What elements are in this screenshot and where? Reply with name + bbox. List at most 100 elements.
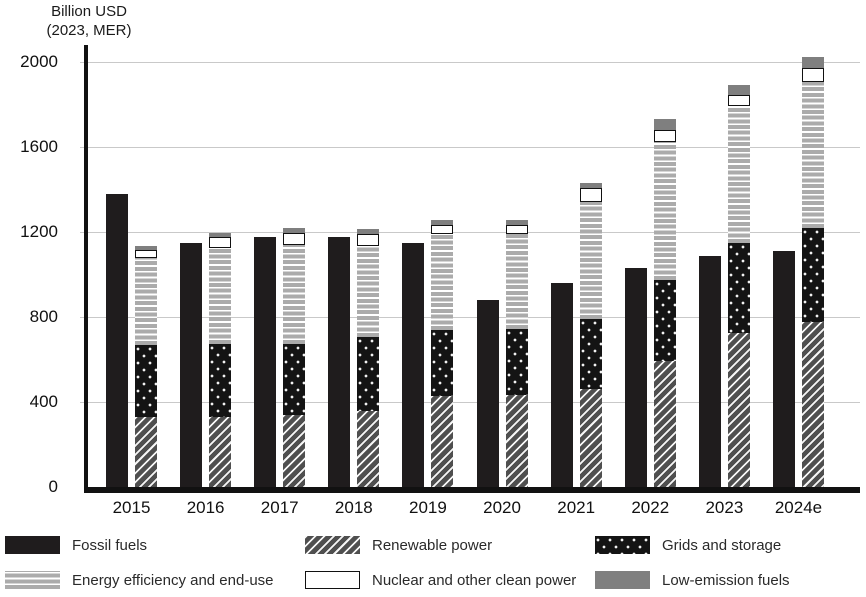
bar-group-2021 <box>550 183 602 487</box>
segment-low_emission-2015 <box>135 245 157 251</box>
legend-item-renewable: Renewable power <box>305 534 595 556</box>
segment-low_emission-2021 <box>579 183 602 189</box>
bar-clean-stack-2016 <box>209 233 232 487</box>
x-tick-label-2024e: 2024e <box>774 498 823 517</box>
segment-efficiency-2021 <box>579 202 602 320</box>
bar-fossil-2019 <box>402 242 425 487</box>
y-axis-tick-labels: 0 400 800 1200 1600 2000 <box>0 43 84 496</box>
x-tick-label-2023: 2023 <box>705 498 744 517</box>
y-axis-title-line2: (2023, MER) <box>46 22 132 39</box>
segment-efficiency-2018 <box>357 245 380 338</box>
x-tick-label-2016: 2016 <box>186 498 225 517</box>
x-tick-label-2015: 2015 <box>112 498 151 517</box>
segment-low_emission-2018 <box>357 228 380 235</box>
segment-grids-2023 <box>727 242 750 333</box>
segment-low_emission-2022 <box>653 119 676 130</box>
segment-nuclear-2023 <box>727 94 750 106</box>
gridline-1200 <box>80 232 860 233</box>
segment-grids-2024e <box>801 227 824 323</box>
bar-clean-stack-2024e <box>801 56 824 487</box>
gridline-400 <box>80 402 860 403</box>
bar-group-2020 <box>476 220 528 487</box>
segment-low_emission-2024e <box>801 56 824 69</box>
x-tick-label-2021: 2021 <box>557 498 596 517</box>
segment-efficiency-2022 <box>653 141 676 280</box>
segment-grids-2020 <box>505 328 528 395</box>
legend-swatch-renewable <box>305 536 360 554</box>
bar-group-2017 <box>254 227 306 487</box>
segment-efficiency-2017 <box>283 244 306 344</box>
bar-fossil-2018 <box>328 237 351 487</box>
segment-nuclear-2020 <box>505 224 528 235</box>
segment-renewable-2015 <box>135 416 157 487</box>
segment-low_emission-2016 <box>209 233 232 238</box>
bar-fossil-2017 <box>254 237 277 487</box>
bar-fossil-2015 <box>106 193 128 487</box>
legend-label-fossil: Fossil fuels <box>72 536 148 554</box>
segment-renewable-2016 <box>209 416 232 487</box>
legend-swatch-grids <box>595 536 650 554</box>
segment-efficiency-2016 <box>209 247 232 344</box>
legend-item-fossil: Fossil fuels <box>5 534 305 556</box>
plot-area <box>80 43 860 493</box>
gridline-2000 <box>80 62 860 63</box>
bar-group-2018 <box>328 228 380 487</box>
segment-nuclear-2015 <box>135 250 157 258</box>
segment-low_emission-2020 <box>505 220 528 225</box>
x-tick-label-2022: 2022 <box>631 498 670 517</box>
bar-group-2016 <box>180 233 232 487</box>
gridline-1600 <box>80 147 860 148</box>
segment-grids-2018 <box>357 337 380 411</box>
legend-item-efficiency: Energy efficiency and end-use <box>5 569 305 591</box>
segment-grids-2016 <box>209 343 232 417</box>
bar-fossil-2023 <box>698 256 721 487</box>
y-tick-label-1600: 1600 <box>20 137 58 156</box>
bar-fossil-2021 <box>550 283 573 487</box>
y-tick-label-0: 0 <box>48 477 58 496</box>
segment-grids-2022 <box>653 279 676 361</box>
bar-clean-stack-2023 <box>727 85 750 487</box>
segment-low_emission-2023 <box>727 85 750 95</box>
legend-item-nuclear: Nuclear and other clean power <box>305 569 595 591</box>
legend-label-nuclear: Nuclear and other clean power <box>372 571 577 589</box>
segment-renewable-2021 <box>579 389 602 487</box>
bar-clean-stack-2022 <box>653 119 676 487</box>
bar-clean-stack-2019 <box>431 220 454 487</box>
segment-renewable-2017 <box>283 414 306 487</box>
bar-groups <box>88 43 860 487</box>
segment-renewable-2018 <box>357 410 380 487</box>
y-tick-label-400: 400 <box>29 392 58 411</box>
segment-grids-2015 <box>135 344 157 417</box>
segment-renewable-2019 <box>431 395 454 487</box>
segment-renewable-2022 <box>653 360 676 487</box>
y-axis-line <box>84 45 88 493</box>
segment-nuclear-2017 <box>283 233 306 245</box>
bar-group-2015 <box>106 193 157 487</box>
segment-efficiency-2019 <box>431 234 454 330</box>
legend-swatch-low_emission <box>595 571 650 589</box>
legend-swatch-efficiency <box>5 571 60 589</box>
segment-nuclear-2024e <box>801 68 824 83</box>
segment-low_emission-2019 <box>431 220 454 225</box>
segment-renewable-2020 <box>505 394 528 487</box>
segment-nuclear-2018 <box>357 234 380 246</box>
segment-efficiency-2015 <box>135 257 157 345</box>
bar-fossil-2024e <box>772 251 795 487</box>
segment-grids-2019 <box>431 329 454 396</box>
segment-efficiency-2023 <box>727 105 750 243</box>
segment-nuclear-2016 <box>209 237 232 248</box>
segment-efficiency-2020 <box>505 234 528 329</box>
bar-group-2022 <box>624 119 676 487</box>
y-tick-label-2000: 2000 <box>20 52 58 71</box>
segment-efficiency-2024e <box>801 82 824 228</box>
bar-group-2023 <box>698 85 750 487</box>
bar-clean-stack-2015 <box>135 245 157 487</box>
bar-fossil-2020 <box>476 300 499 487</box>
bar-clean-stack-2020 <box>505 220 528 487</box>
y-axis-title: Billion USD (2023, MER) <box>24 2 154 40</box>
legend-item-grids: Grids and storage <box>595 534 861 556</box>
segment-low_emission-2017 <box>283 227 306 234</box>
legend-swatch-fossil <box>5 536 60 554</box>
bar-clean-stack-2021 <box>579 183 602 487</box>
